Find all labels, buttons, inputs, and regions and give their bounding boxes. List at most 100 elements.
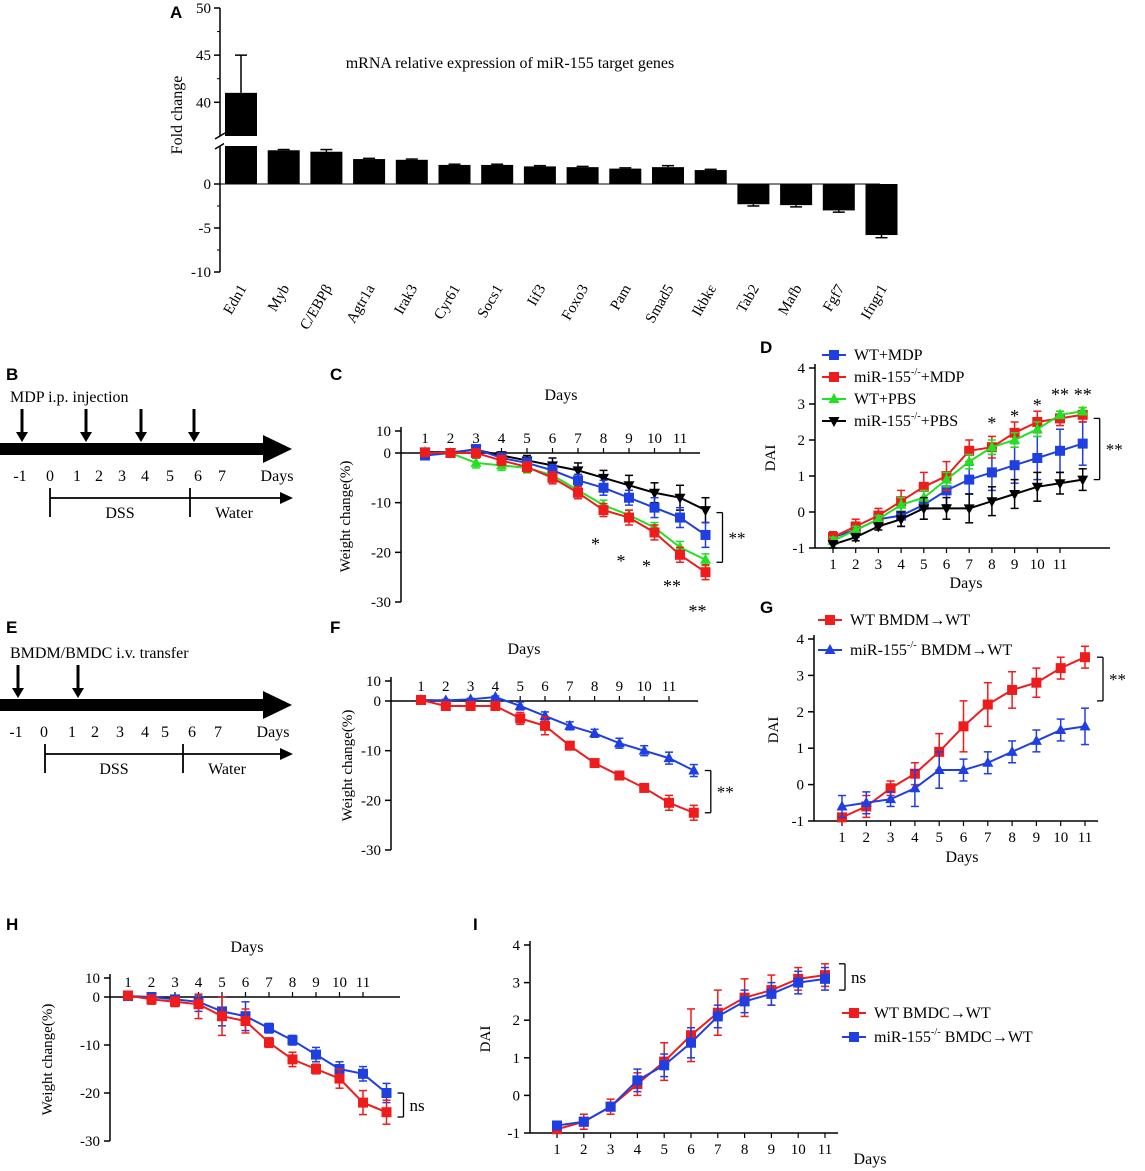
data-point	[624, 492, 634, 503]
injection-arrowhead	[80, 432, 92, 442]
legend-superscript: -/-	[911, 367, 921, 378]
data-point	[605, 1101, 616, 1112]
data-point	[471, 448, 481, 458]
x-tick-label: 6	[687, 1142, 695, 1158]
data-point	[490, 700, 501, 711]
panel-letter-a: A	[170, 3, 182, 22]
panel-letter-f: F	[330, 618, 340, 637]
x-tick-label: 7	[714, 1142, 722, 1158]
data-point	[659, 1060, 670, 1071]
x-tick-label: Ikbkε	[689, 282, 720, 319]
x-tick-label: 3	[887, 830, 895, 846]
legend-text-part: +PBS	[921, 413, 959, 430]
axis-break-mark	[214, 142, 226, 150]
y-tick-label: 50	[196, 1, 211, 17]
bar-1	[267, 150, 300, 184]
y-axis-title: DAI	[763, 445, 779, 472]
legend-text-part: +MDP	[921, 369, 965, 386]
legend-text-part: miR-155	[854, 413, 911, 430]
bar-9	[609, 168, 642, 184]
x-tick-label: 2	[148, 975, 156, 991]
y-tick-label: 4	[798, 361, 806, 377]
y-tick-label: 10	[376, 424, 391, 440]
data-point	[1054, 479, 1066, 490]
data-point	[465, 693, 477, 704]
x-tick-label: 6	[960, 830, 968, 846]
data-point	[573, 487, 583, 498]
x-tick-label: 11	[1078, 830, 1092, 846]
x-tick-label: 9	[616, 679, 624, 695]
data-point	[712, 1011, 723, 1022]
data-point	[589, 758, 600, 769]
y-axis-title: Fold change	[169, 76, 186, 155]
y-tick-label: -1	[792, 814, 805, 830]
data-point	[311, 1064, 321, 1074]
bar-3	[353, 159, 386, 184]
data-point	[445, 448, 456, 458]
bracket-label: ns	[410, 1096, 425, 1115]
y-tick-label: 0	[93, 990, 101, 1006]
x-tick-label: 9	[768, 1142, 776, 1158]
y-tick-label: 10	[366, 674, 381, 690]
timeline-tick-label: 0	[40, 724, 48, 741]
x-tick-label: 3	[875, 557, 883, 573]
data-point	[1031, 423, 1043, 434]
data-point	[1079, 720, 1091, 731]
significance-mark: **	[663, 576, 681, 596]
timeline-tick-label: 2	[95, 468, 103, 485]
x-tick-label: 10	[332, 975, 347, 991]
series-1	[552, 966, 830, 1131]
x-tick-label: 8	[741, 1142, 749, 1158]
data-point	[649, 527, 660, 538]
x-tick-label: 10	[1053, 830, 1068, 846]
series-3	[420, 447, 711, 581]
x-tick-label: 11	[356, 975, 370, 991]
x-tick-label: 9	[1033, 830, 1041, 846]
bar-7	[523, 166, 556, 184]
data-point	[827, 540, 839, 551]
x-tick-label: 10	[1030, 557, 1045, 573]
y-tick-label: 3	[513, 976, 521, 992]
x-tick-label: 9	[625, 431, 633, 447]
data-point	[287, 1054, 298, 1065]
data-point	[1055, 445, 1065, 456]
timeline-tick-label: 3	[116, 724, 124, 741]
timeline-diagram-e: BMDM/BMDC i.v. transfer -1 0 1 2 3 4 5 6 7 Days DSS…	[0, 645, 293, 778]
bar-14	[822, 184, 855, 211]
x-axis-title: Days	[231, 939, 264, 956]
data-point	[311, 1049, 321, 1060]
data-point	[381, 1088, 392, 1098]
x-tick-label: 1	[829, 557, 837, 573]
x-tick-label: C/EBPβ	[297, 282, 336, 333]
data-point	[918, 481, 929, 492]
bracket-label: **	[717, 783, 734, 802]
x-tick-label: Cyr61	[431, 282, 464, 322]
x-tick-label: 3	[171, 975, 179, 991]
x-axis-title: Days	[946, 849, 979, 866]
panel-letter-e: E	[6, 618, 17, 637]
data-point	[700, 553, 711, 564]
x-tick-label: 11	[818, 1142, 832, 1158]
data-point	[1080, 652, 1090, 663]
data-point	[1030, 734, 1042, 745]
significance-mark: *	[987, 413, 996, 433]
y-tick-label: -10	[80, 1038, 100, 1054]
x-axis-title: Days	[545, 387, 578, 404]
x-tick-label: 10	[637, 679, 652, 695]
series-1	[416, 695, 699, 821]
timeline-arrowhead	[263, 435, 292, 463]
series-line	[420, 695, 695, 772]
series-line	[420, 699, 695, 814]
y-tick-label: -20	[361, 793, 381, 809]
data-point	[964, 445, 975, 456]
series-0	[123, 991, 392, 1104]
x-tick-label: Tab2	[734, 282, 763, 316]
data-point	[675, 512, 685, 523]
injection-arrowhead	[135, 432, 147, 442]
data-point	[217, 1011, 227, 1022]
legend: WT BMDM→WT miR-155-/- BMDM→WT	[818, 612, 1012, 659]
x-tick-label: 2	[852, 557, 860, 573]
y-tick-label: 0	[374, 694, 382, 710]
data-point	[123, 990, 133, 1001]
